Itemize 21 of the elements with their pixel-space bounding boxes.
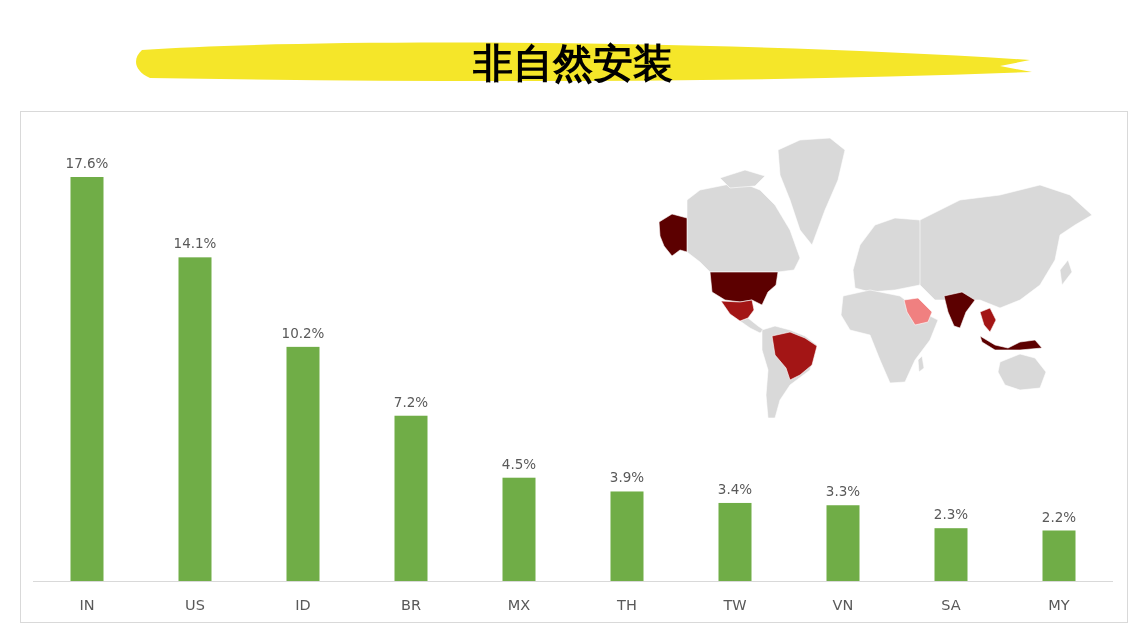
data-label: 4.5% [501, 455, 537, 472]
x-tick-label: MY [1048, 597, 1070, 613]
data-label: 3.9% [609, 469, 645, 486]
data-label: 2.3% [933, 506, 969, 523]
x-tick-label: VN [832, 597, 854, 613]
data-label: 10.2% [281, 324, 325, 341]
data-label: 2.2% [1041, 508, 1077, 525]
data-label: 7.2% [393, 393, 429, 410]
x-tick-label: IN [79, 597, 95, 613]
title: 非自然安装 [473, 40, 673, 86]
x-tick-label: TH [616, 597, 637, 613]
x-tick-label: US [185, 597, 205, 613]
data-label: 17.6% [65, 155, 109, 171]
x-tick-label: SA [941, 597, 961, 613]
x-tick-label: MX [507, 597, 531, 613]
data-label: 3.4% [717, 480, 753, 497]
data-label: 3.3% [825, 483, 861, 500]
x-tick-label: ID [295, 597, 311, 613]
data-label: 14.1% [173, 235, 217, 252]
x-tick-label: BR [400, 597, 422, 613]
x-tick-label: TW [722, 597, 747, 613]
